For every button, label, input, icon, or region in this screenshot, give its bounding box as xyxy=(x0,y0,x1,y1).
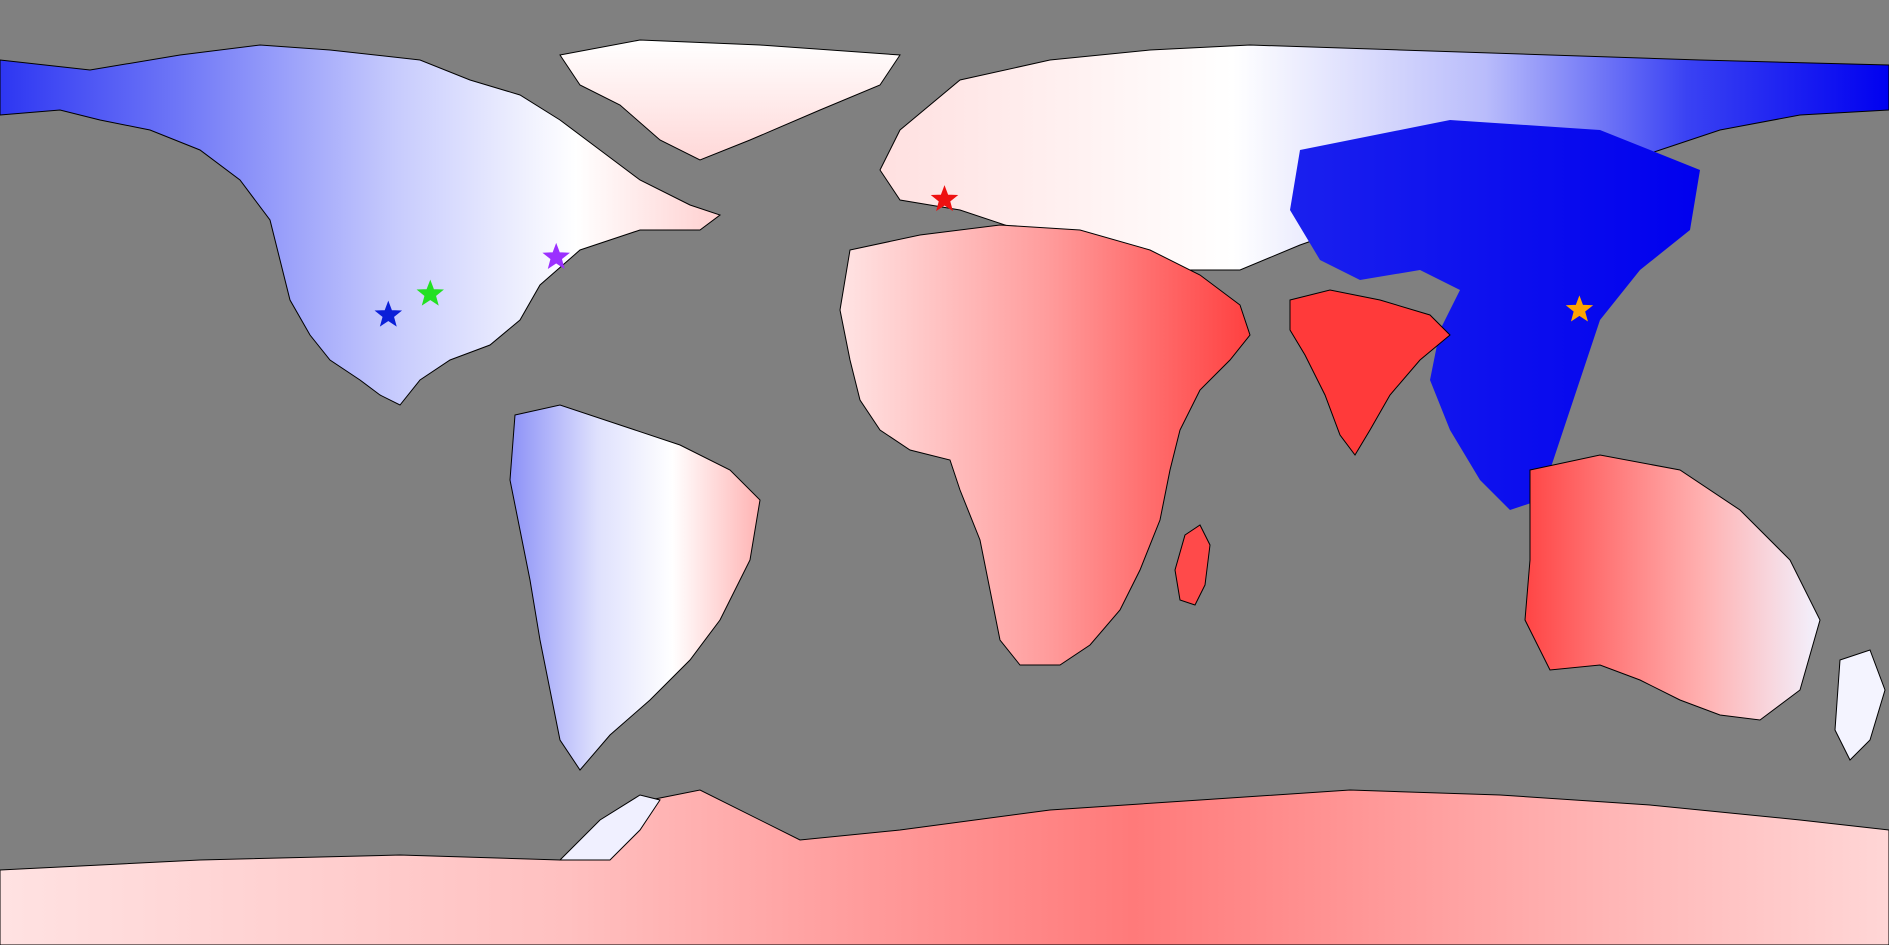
marker-blue-star xyxy=(374,300,403,327)
antarctica xyxy=(0,789,1889,945)
north-america xyxy=(0,44,722,406)
new-zealand xyxy=(1834,649,1886,761)
marker-layer xyxy=(374,185,1594,327)
greenland xyxy=(559,39,901,161)
australia xyxy=(1524,454,1821,721)
marker-green-star xyxy=(416,279,444,306)
land-heat-field xyxy=(0,39,1889,945)
africa-middle-east xyxy=(839,224,1251,666)
antarctic-peninsula xyxy=(558,794,661,861)
madagascar xyxy=(1174,524,1211,606)
india xyxy=(1289,289,1451,456)
marker-orange-star xyxy=(1565,295,1594,322)
marker-purple-star xyxy=(542,242,570,269)
east-asia xyxy=(1290,120,1700,510)
marker-red-star xyxy=(930,185,959,212)
south-america xyxy=(509,404,761,771)
